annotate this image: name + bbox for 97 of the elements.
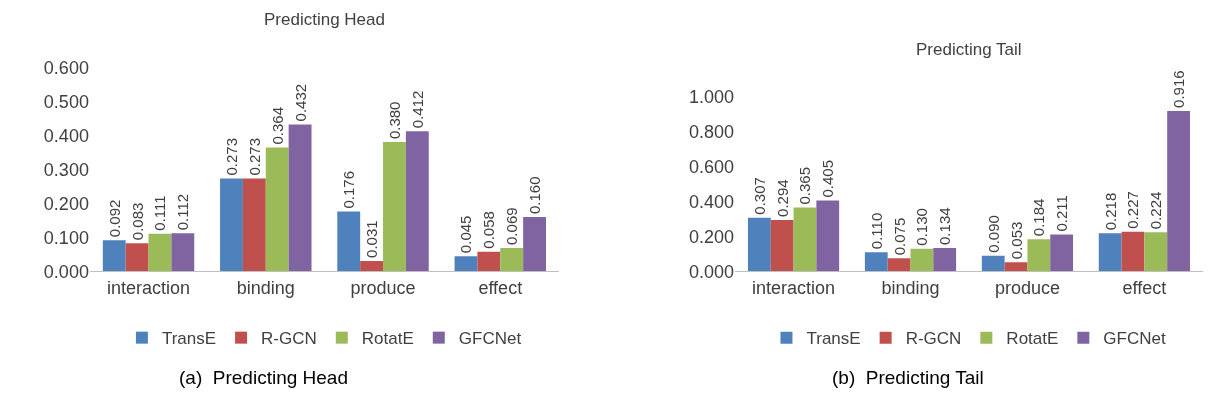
- bar: [477, 251, 501, 272]
- bar: [864, 252, 888, 272]
- y-tick-label: 0.400: [43, 125, 89, 146]
- data-label: 0.273: [245, 138, 263, 176]
- bar: [1050, 234, 1074, 272]
- legend-label: TransE: [161, 329, 217, 349]
- legend-label: RotatE: [361, 329, 414, 349]
- legend-label: GFCNet: [1103, 329, 1166, 349]
- y-tick-label: 0.500: [43, 91, 89, 112]
- bar: [1167, 110, 1190, 272]
- bar: [220, 178, 243, 272]
- x-tick-label: effect: [1122, 278, 1167, 299]
- bar: [1098, 233, 1122, 272]
- bar: [500, 247, 524, 272]
- data-label: 0.184: [1030, 198, 1048, 237]
- data-label: 0.218: [1101, 192, 1119, 231]
- bar: [383, 142, 406, 272]
- bar: [981, 255, 1005, 272]
- text: (b) Predicting Tail: [832, 367, 984, 388]
- bar: [102, 240, 126, 272]
- y-tick-label: 1.000: [689, 86, 735, 107]
- data-label: 0.176: [340, 171, 358, 209]
- data-label: 0.294: [773, 179, 791, 217]
- data-label: 0.307: [750, 177, 768, 215]
- data-label: 0.211: [1053, 195, 1071, 232]
- y-tick-label: 0.200: [689, 226, 735, 247]
- bar: [770, 219, 794, 272]
- data-label: 0.134: [936, 207, 954, 245]
- y-tick-label: 0.000: [689, 261, 735, 282]
- data-label: 0.075: [890, 217, 908, 256]
- bar: [523, 217, 546, 272]
- data-label: 0.111: [151, 195, 169, 231]
- data-label: 0.090: [984, 215, 1002, 253]
- bar: [747, 217, 771, 272]
- data-label: 0.364: [268, 107, 286, 145]
- data-label: 0.273: [222, 138, 240, 176]
- y-tick-label: 0.800: [689, 121, 735, 142]
- x-tick-label: interaction: [107, 278, 191, 299]
- data-label: 0.432: [291, 83, 309, 122]
- bar: [242, 178, 266, 272]
- x-tick-label: binding: [236, 278, 295, 299]
- bar: [148, 233, 172, 272]
- data-label: 0.083: [128, 202, 146, 241]
- bar: [288, 124, 312, 272]
- x-tick-label: produce: [994, 278, 1060, 299]
- data-label: 0.405: [819, 159, 837, 198]
- legend-label: R-GCN: [905, 329, 962, 349]
- data-label: 0.380: [385, 101, 403, 140]
- x-tick-label: interaction: [752, 278, 836, 299]
- data-label: 0.045: [457, 215, 475, 254]
- bar: [171, 233, 195, 272]
- data-label: 0.092: [105, 199, 123, 238]
- bar: [337, 211, 361, 272]
- bar: [360, 260, 384, 272]
- legend-label: TransE: [806, 329, 861, 349]
- text: (a) Predicting Head: [179, 367, 348, 388]
- y-tick-label: 0.300: [43, 159, 89, 180]
- data-label: 0.110: [867, 212, 885, 250]
- chart-title: Predicting Tail: [916, 40, 1022, 59]
- y-tick-label: 0.200: [43, 193, 89, 214]
- data-label: 0.069: [503, 207, 521, 245]
- x-tick-label: produce: [350, 278, 416, 299]
- bar: [887, 258, 911, 272]
- bar: [1027, 239, 1051, 272]
- bar: [793, 207, 817, 272]
- data-label: 0.412: [408, 90, 426, 129]
- data-label: 0.224: [1147, 191, 1165, 230]
- data-label: 0.160: [526, 176, 544, 214]
- data-label: 0.058: [480, 211, 498, 249]
- bar: [1004, 262, 1028, 272]
- data-label: 0.130: [913, 208, 931, 246]
- legend-label: R-GCN: [261, 329, 317, 349]
- bar: [405, 131, 429, 272]
- bar: [125, 243, 149, 272]
- bar: [454, 256, 478, 272]
- bar: [265, 147, 289, 272]
- bar: [933, 247, 957, 272]
- data-label: 0.365: [796, 166, 814, 205]
- y-tick-label: 0.000: [43, 261, 89, 282]
- data-label: 0.227: [1124, 191, 1142, 229]
- data-label: 0.053: [1007, 221, 1025, 260]
- chart-title: Predicting Head: [264, 10, 385, 29]
- y-tick-label: 0.600: [689, 156, 735, 177]
- x-tick-label: binding: [881, 278, 940, 299]
- y-tick-label: 0.600: [43, 57, 89, 78]
- bar: [910, 248, 934, 272]
- bar: [816, 200, 840, 272]
- data-label: 0.031: [363, 220, 381, 258]
- y-tick-label: 0.100: [43, 227, 89, 248]
- legend-label: RotatE: [1006, 329, 1059, 349]
- y-tick-label: 0.400: [689, 191, 735, 212]
- data-label: 0.916: [1170, 70, 1188, 108]
- data-label: 0.112: [174, 193, 192, 231]
- legend-label: GFCNet: [458, 329, 522, 349]
- bar: [1144, 232, 1168, 272]
- x-tick-label: effect: [478, 278, 523, 299]
- bar: [1121, 231, 1145, 272]
